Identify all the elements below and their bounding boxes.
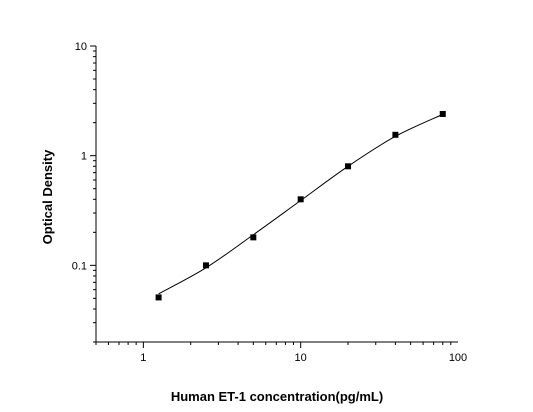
x-axis-title: Human ET-1 concentration(pg/mL) (171, 389, 383, 404)
data-point (345, 163, 352, 170)
x-tick-label: 10 (295, 352, 307, 364)
data-point (202, 262, 209, 269)
data-points (155, 110, 446, 301)
y-tick-label: 1 (81, 151, 87, 163)
ticks: 1 10 100 0.1 1 10 (72, 41, 467, 364)
x-tick-label: 1 (140, 352, 146, 364)
data-point (392, 131, 399, 138)
fit-curve-line (158, 113, 443, 295)
data-point (250, 234, 257, 241)
y-axis-title: Optical Density (40, 149, 55, 244)
data-point (297, 196, 304, 203)
y-tick-label: 10 (75, 41, 87, 53)
data-point (439, 110, 446, 117)
data-point (155, 294, 162, 301)
y-tick-label: 0.1 (72, 260, 87, 272)
x-tick-label: 100 (449, 352, 467, 364)
fit-curve (158, 113, 443, 295)
axes (95, 46, 458, 343)
